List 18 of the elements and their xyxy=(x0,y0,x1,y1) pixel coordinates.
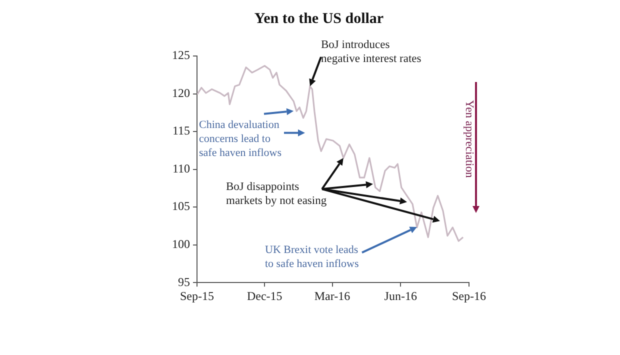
x-tick-label: Dec-15 xyxy=(246,288,282,303)
annotation: UK Brexit vote leads to safe haven inflows xyxy=(265,243,360,271)
y-tick-label: 100 xyxy=(172,236,190,251)
annotation: China devaluation concerns lead to safe haven inflows xyxy=(199,118,282,160)
chart-title: Yen to the US dollar xyxy=(254,10,384,27)
annotation: Yen appreciation xyxy=(462,100,476,180)
x-tick-label: Sep-15 xyxy=(180,288,214,303)
y-tick-label: 120 xyxy=(172,86,190,100)
y-tick-label: 125 xyxy=(172,48,190,62)
x-tick-label: Mar-16 xyxy=(314,288,350,303)
y-tick-label: 115 xyxy=(172,124,190,138)
annotation: BoJ disappoints markets by not easing xyxy=(226,180,328,208)
annotation: BoJ introduces negative interest rates xyxy=(321,38,422,66)
y-tick-label: 105 xyxy=(172,199,190,214)
x-tick-label: Jun-16 xyxy=(384,288,417,303)
y-tick-label: 95 xyxy=(178,274,190,289)
y-tick-label: 110 xyxy=(172,161,190,176)
x-tick-label: Sep-16 xyxy=(452,288,486,303)
